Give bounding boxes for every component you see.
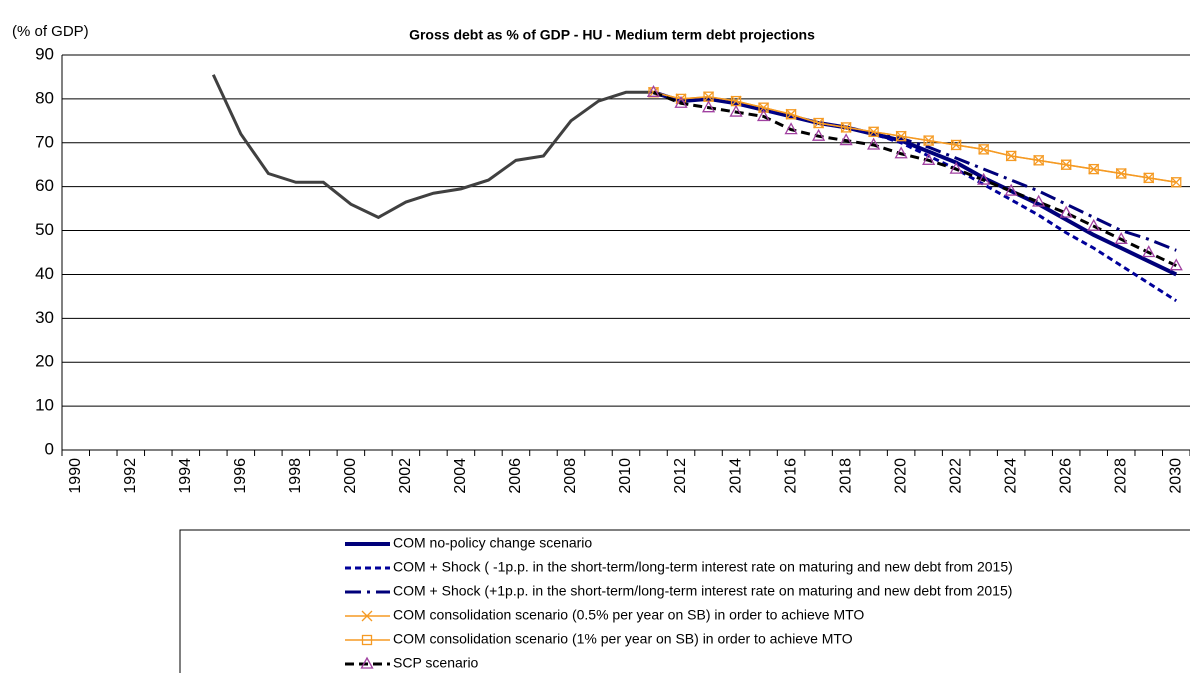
x-tick-label: 1992 [122,458,139,494]
legend-label: COM consolidation scenario (1% per year … [393,631,853,647]
y-tick-label: 50 [35,220,54,239]
series-line [652,90,1177,268]
marker [1032,194,1046,207]
legend-box [179,529,1190,673]
y-tick-label: 70 [35,132,54,151]
x-tick-label: 2024 [1002,458,1019,494]
x-tick-label: 2016 [782,458,799,494]
marker [1142,245,1156,258]
marker [867,137,881,150]
x-tick-label: 2014 [727,458,744,494]
legend-label: COM + Shock ( -1p.p. in the short-term/l… [393,559,1013,575]
marker [674,95,688,108]
marker [923,135,934,146]
marker [868,126,879,137]
marker [1114,231,1128,244]
series-line [652,90,1178,277]
series-line [653,90,1177,252]
y-tick-label: 10 [35,396,54,415]
chart-title: Gross debt as % of GDP - HU - Medium ter… [409,27,815,43]
marker [978,144,989,155]
x-tick-label: 2012 [672,458,689,494]
y-tick-label: 30 [35,308,54,327]
marker [646,84,661,97]
marker [729,104,743,117]
marker [813,117,824,129]
series-line [653,90,1178,303]
x-tick-label: 1990 [67,458,84,494]
marker [1006,150,1017,162]
marker [922,152,936,165]
marker [1061,159,1072,170]
x-tick-label: 1996 [232,458,249,494]
marker [701,100,716,113]
marker [784,122,798,135]
x-tick-label: 2018 [837,458,854,494]
y-tick-label: 20 [35,352,54,371]
x-tick-label: 2004 [452,458,469,494]
x-tick-label: 2010 [617,458,634,494]
x-tick-label: 2026 [1057,458,1074,494]
marker [1169,258,1183,271]
y-axis-label: (% of GDP) [12,23,89,40]
x-tick-label: 2000 [342,458,359,494]
marker [950,139,962,151]
x-tick-label: 1994 [177,458,194,494]
x-tick-label: 2002 [397,458,414,494]
x-tick-label: 2030 [1167,458,1184,494]
x-tick-label: 2022 [947,458,964,494]
x-tick-label: 1998 [287,458,304,494]
marker [1087,218,1101,231]
marker [648,86,659,98]
x-tick-label: 2008 [562,458,579,494]
legend-label: COM consolidation scenario (0.5% per yea… [393,607,864,623]
x-tick-label: 2020 [892,458,909,494]
legend-marker [360,656,374,669]
marker [1004,183,1018,196]
marker [894,146,908,159]
marker [1088,163,1099,175]
marker [756,109,771,122]
marker [1171,177,1182,188]
y-tick-label: 80 [35,88,54,107]
marker [1143,172,1154,184]
x-tick-label: 2006 [507,458,524,494]
marker [895,131,907,142]
marker [977,172,991,185]
x-tick-label: 2028 [1112,458,1129,494]
marker [1033,155,1044,166]
y-tick-label: 40 [35,264,54,283]
y-tick-label: 60 [35,176,54,195]
marker [785,109,797,120]
y-tick-label: 0 [45,439,54,458]
y-tick-label: 90 [35,44,54,63]
marker [949,161,963,174]
legend-label: COM + Shock (+1p.p. in the short-term/lo… [393,583,1012,599]
series-line [211,74,654,220]
legend-marker [361,610,373,622]
marker [758,102,769,113]
marker [811,128,826,141]
marker [1116,168,1127,179]
marker [1059,205,1073,218]
legend-marker [361,634,373,646]
legend-label: SCP scenario [393,655,479,671]
legend-label: COM no-policy change scenario [393,535,592,551]
marker [839,133,853,146]
marker [840,122,852,133]
